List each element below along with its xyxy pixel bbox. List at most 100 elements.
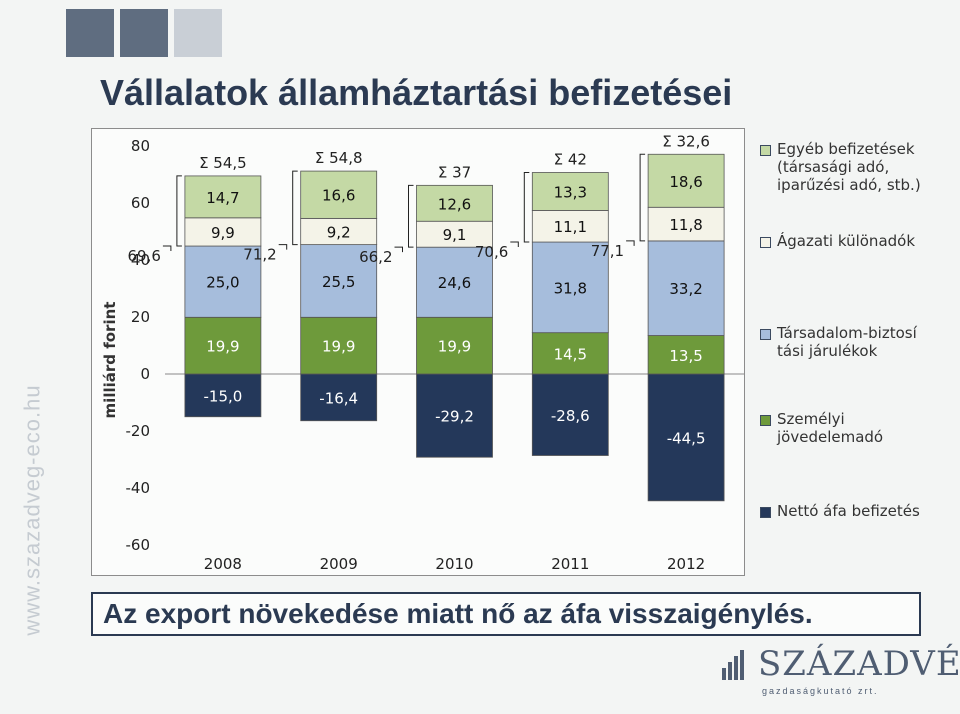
data-label: 19,9 bbox=[438, 338, 471, 356]
data-label: 16,6 bbox=[322, 187, 355, 205]
bar-segment bbox=[184, 373, 262, 418]
data-label: -15,0 bbox=[203, 387, 242, 405]
legend-item: Személyi jövedelemadó bbox=[760, 410, 883, 446]
bar-segment bbox=[531, 210, 609, 243]
legend-label: Nettó áfa befizetés bbox=[777, 502, 920, 520]
data-label: -44,5 bbox=[667, 429, 706, 447]
total-label: Σ 42 bbox=[554, 151, 587, 169]
x-tick-label: 2011 bbox=[551, 555, 589, 573]
bar-segment bbox=[531, 373, 609, 456]
banner: Az export növekedése miatt nő az áfa vis… bbox=[91, 592, 921, 636]
data-label: 24,6 bbox=[438, 274, 471, 292]
data-label: 12,6 bbox=[438, 195, 471, 213]
legend-item: Nettó áfa befizetés bbox=[760, 502, 920, 520]
side-url-text: www.szazadveg-eco.hu bbox=[20, 384, 45, 636]
bracket-tick bbox=[510, 241, 519, 248]
data-label: -16,4 bbox=[319, 389, 358, 407]
bracket bbox=[408, 184, 414, 248]
bar-segment bbox=[184, 316, 262, 375]
legend-label: Ágazati különadók bbox=[777, 232, 916, 250]
data-label: 11,8 bbox=[669, 216, 702, 234]
deco-square bbox=[120, 9, 168, 57]
y-tick-label: 40 bbox=[131, 251, 150, 269]
bar-segment bbox=[184, 245, 262, 318]
bar-segment bbox=[184, 175, 262, 219]
data-label: 25,0 bbox=[206, 274, 239, 292]
bar-segment bbox=[300, 170, 378, 219]
side-url: www.szazadveg-eco.hu bbox=[18, 330, 48, 690]
x-tick-label: 2010 bbox=[435, 555, 473, 573]
bar-segment bbox=[531, 241, 609, 334]
bar-segment bbox=[416, 184, 493, 222]
bracket bbox=[523, 172, 530, 243]
legend-label: Egyéb befizetések (társasági adó, iparűz… bbox=[777, 140, 921, 194]
legend-item: Egyéb befizetések (társasági adó, iparűz… bbox=[760, 140, 921, 194]
bracket-label: 70,6 bbox=[475, 243, 508, 261]
deco-square bbox=[174, 9, 222, 57]
legend-label: Személyi jövedelemadó bbox=[777, 410, 884, 446]
x-tick-label: 2009 bbox=[320, 555, 358, 573]
deco-square bbox=[66, 9, 114, 57]
data-label: 13,5 bbox=[669, 347, 702, 365]
bar-segment bbox=[647, 240, 725, 336]
logo-bars-icon bbox=[722, 650, 744, 680]
bar-segment bbox=[416, 220, 493, 248]
page-title: Vállalatok államháztartási befizetései bbox=[100, 72, 733, 113]
data-label: -29,2 bbox=[435, 408, 474, 426]
y-tick-label: -20 bbox=[126, 422, 151, 440]
total-label: Σ 32,6 bbox=[662, 132, 710, 150]
bar-segment bbox=[300, 316, 378, 375]
y-tick-label: 60 bbox=[131, 194, 150, 212]
data-label: 33,2 bbox=[669, 280, 702, 298]
y-tick-label: 0 bbox=[140, 365, 150, 383]
bar-segment bbox=[647, 153, 725, 208]
logo: SZÁZADVÉG gazdaságkutató zrt. bbox=[722, 640, 960, 710]
logo-name: SZÁZADVÉG bbox=[758, 644, 960, 684]
bracket-label: 71,2 bbox=[243, 246, 276, 264]
bracket-tick bbox=[626, 240, 635, 246]
legend-swatch bbox=[760, 415, 771, 426]
bar-segment bbox=[300, 373, 378, 422]
data-label: 9,1 bbox=[443, 226, 467, 244]
legend-swatch bbox=[760, 237, 771, 248]
bracket-tick bbox=[394, 246, 403, 253]
bar-segment bbox=[416, 316, 493, 375]
y-tick-label: 80 bbox=[131, 137, 150, 155]
bracket-label: 77,1 bbox=[591, 242, 624, 260]
legend-label: Társadalom-biztosí tási járulékok bbox=[777, 324, 917, 360]
legend-item: Társadalom-biztosí tási járulékok bbox=[760, 324, 917, 360]
bar-segment bbox=[647, 335, 725, 375]
data-label: 31,8 bbox=[554, 279, 587, 297]
bracket bbox=[176, 175, 182, 247]
data-label: 19,9 bbox=[206, 338, 239, 356]
legend-swatch bbox=[760, 329, 771, 340]
data-label: -28,6 bbox=[551, 407, 590, 425]
total-label: Σ 54,5 bbox=[199, 154, 247, 172]
data-label: 9,2 bbox=[327, 224, 351, 242]
bar-segment bbox=[531, 332, 609, 375]
legend-item: Ágazati különadók bbox=[760, 232, 915, 250]
bracket bbox=[292, 170, 298, 246]
bracket-label: 69,6 bbox=[127, 247, 160, 265]
total-label: Σ 54,8 bbox=[315, 149, 363, 167]
legend: Egyéb befizetések (társasági adó, iparűz… bbox=[760, 140, 960, 540]
bracket-tick bbox=[278, 244, 288, 250]
x-tick-label: 2012 bbox=[667, 555, 705, 573]
logo-tagline: gazdaságkutató zrt. bbox=[762, 686, 879, 696]
bracket-tick bbox=[162, 245, 172, 252]
y-tick-label: -40 bbox=[126, 479, 151, 497]
x-tick-label: 2008 bbox=[204, 555, 242, 573]
total-label: Σ 37 bbox=[438, 163, 471, 181]
y-axis-title-area: milliárd forint bbox=[101, 302, 119, 419]
data-label: 11,1 bbox=[554, 218, 587, 236]
bar-segment bbox=[531, 172, 609, 211]
bracket-label: 66,2 bbox=[359, 248, 392, 266]
chart-frame: 80 60 40 20 0 -20 -40 -60 -15,0 19,9 25,0 9,9 14,7 Σ … bbox=[91, 128, 745, 576]
legend-swatch bbox=[760, 145, 771, 156]
bracket bbox=[639, 153, 646, 242]
bar-segment bbox=[416, 246, 493, 318]
stacked-bar-chart: 80 60 40 20 0 -20 -40 -60 -15,0 19,9 25,0 9,9 14,7 Σ … bbox=[126, 132, 744, 573]
data-label: 14,5 bbox=[554, 345, 587, 363]
data-label: 14,7 bbox=[206, 189, 239, 207]
bar-segment bbox=[300, 217, 378, 246]
